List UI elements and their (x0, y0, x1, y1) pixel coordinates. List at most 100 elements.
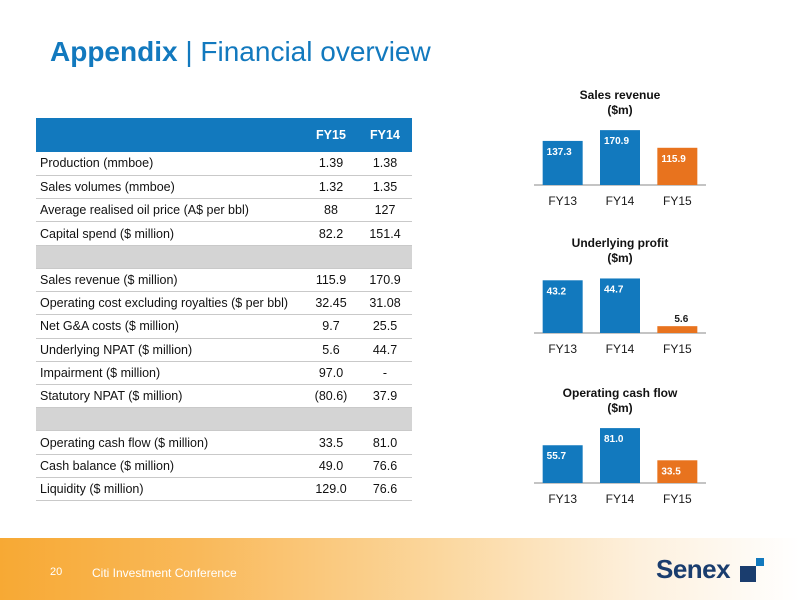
data-label-fy14: 170.9 (604, 136, 629, 147)
value-fy15: 49.0 (304, 454, 358, 479)
table-section-divider (36, 407, 412, 432)
data-label-fy14: 44.7 (604, 284, 624, 295)
tick-label-fy13: FY13 (548, 194, 577, 208)
row-label: Liquidity ($ million) (36, 477, 304, 502)
bar-fy14 (600, 428, 640, 483)
chart-title-line2: ($m) (607, 251, 633, 265)
chart-title-line2: ($m) (607, 401, 633, 415)
table-row-cash-balance: Cash balance ($ million) 49.0 76.6 (36, 454, 412, 479)
table-body: Production (mmboe) 1.39 1.38 Sales volumes … (36, 152, 412, 502)
chart-title: Sales revenue ($m) (530, 88, 710, 118)
tick-label-fy13: FY13 (548, 342, 577, 356)
table-row-impairment: Impairment ($ million) 97.0- (36, 361, 412, 386)
value-fy15: (80.6) (304, 384, 358, 409)
value-fy15: 129.0 (304, 477, 358, 502)
row-label: Operating cost excluding royalties ($ pe… (36, 291, 304, 316)
table-row-production: Production (mmboe) 1.39 1.38 (36, 152, 412, 176)
data-label-fy13: 55.7 (547, 451, 567, 462)
title-bold: Appendix (50, 36, 178, 67)
value-fy15: 33.5 (304, 430, 358, 455)
tick-label-fy14: FY14 (606, 342, 635, 356)
table-row-avg-oil-price: Average realised oil price (A$ per bbl) 8… (36, 198, 412, 223)
value-fy15: 97.0 (304, 361, 358, 386)
value-fy15: 32.45 (304, 291, 358, 316)
footer-band (0, 538, 800, 600)
chart-title-line1: Operating cash flow (562, 386, 678, 400)
bar-fy15 (657, 147, 698, 185)
bar-fy13 (542, 140, 583, 185)
table-header-blank (36, 118, 304, 152)
tick-label-fy15: FY15 (663, 194, 692, 208)
table-row-sales-revenue: Sales revenue ($ million) 115.9 170.9 (36, 268, 412, 292)
value-fy14: 76.6 (358, 454, 412, 479)
table-row-underlying-npat: Underlying NPAT ($ million) 5.6 44.7 (36, 338, 412, 362)
senex-logo: Senex (656, 554, 731, 584)
chart-title-line1: Underlying profit (571, 236, 669, 250)
value-fy14: 76.6 (358, 477, 412, 502)
value-fy15: 88 (304, 198, 358, 223)
table-row-sales-volumes: Sales volumes (mmboe) 1.32 1.35 (36, 175, 412, 200)
value-fy14: 44.7 (358, 338, 412, 362)
value-fy14: 151.4 (358, 221, 412, 246)
value-fy14: 37.9 (358, 384, 412, 409)
data-label-fy15: 115.9 (661, 154, 686, 165)
value-fy14: 25.5 (358, 314, 412, 339)
bar-fy15 (657, 460, 698, 483)
value-fy14: - (358, 361, 412, 386)
data-label-fy13: 43.2 (547, 286, 567, 297)
chart-title: Underlying profit ($m) (530, 236, 710, 266)
row-label: Net G&A costs ($ million) (36, 314, 304, 339)
value-fy15: 9.7 (304, 314, 358, 339)
tick-label-fy14: FY14 (606, 194, 635, 208)
operating-cash-flow-chart: Operating cash flow ($m) 55.7 FY13 81.0 FY14 3… (530, 386, 710, 516)
value-fy15: 1.39 (304, 152, 358, 176)
row-label: Cash balance ($ million) (36, 454, 304, 479)
row-label: Capital spend ($ million) (36, 221, 304, 246)
table-row-net-ga-costs: Net G&A costs ($ million) 9.7 25.5 (36, 314, 412, 339)
data-label-fy14: 81.0 (604, 434, 624, 445)
data-label-fy15: 5.6 (674, 314, 688, 325)
bar-chart-svg: 55.7 FY13 81.0 FY14 33.5 FY15 (534, 428, 706, 506)
value-fy14: 1.35 (358, 175, 412, 200)
underlying-profit-chart: Underlying profit ($m) 43.2 FY13 44.7 FY14 5.6… (530, 236, 710, 366)
table-header-row: FY15 FY14 (36, 118, 412, 152)
divider-cell (36, 245, 412, 269)
table-row-statutory-npat: Statutory NPAT ($ million) (80.6) 37.9 (36, 384, 412, 409)
financial-table: FY15 FY14 Production (mmboe) 1.39 1.38 Sale… (36, 118, 412, 502)
bar-fy15 (657, 326, 698, 333)
table-row-liquidity: Liquidity ($ million) 129.0 76.6 (36, 477, 412, 502)
value-fy15: 5.6 (304, 338, 358, 362)
senex-logo-icon (740, 558, 764, 582)
column-header-fy14: FY14 (358, 118, 412, 152)
chart-title-line1: Sales revenue (579, 88, 661, 102)
tick-label-fy15: FY15 (663, 342, 692, 356)
column-header-fy15: FY15 (304, 118, 358, 152)
page-title: Appendix | Financial overview (50, 36, 431, 68)
bar-fy13 (542, 280, 583, 333)
chart-title-line2: ($m) (607, 103, 633, 117)
tick-label-fy14: FY14 (606, 492, 635, 506)
value-fy14: 1.38 (358, 152, 412, 176)
value-fy15: 1.32 (304, 175, 358, 200)
row-label: Production (mmboe) (36, 152, 304, 176)
divider-cell (36, 407, 412, 432)
bar-fy14 (600, 278, 640, 333)
bar-chart-svg: 137.3 FY13 170.9 FY14 115.9 FY15 (534, 130, 706, 208)
row-label: Underlying NPAT ($ million) (36, 338, 304, 362)
value-fy15: 82.2 (304, 221, 358, 246)
table-section-divider (36, 245, 412, 269)
table-row-operating-cash-flow: Operating cash flow ($ million) 33.5 81.0 (36, 430, 412, 455)
row-label: Sales volumes (mmboe) (36, 175, 304, 200)
bar-fy14 (600, 130, 640, 185)
title-rest: Financial overview (200, 36, 431, 67)
row-label: Statutory NPAT ($ million) (36, 384, 304, 409)
table-row-operating-cost: Operating cost excluding royalties ($ pe… (36, 291, 412, 316)
table-row-capital-spend: Capital spend ($ million) 82.2 151.4 (36, 221, 412, 246)
conference-name: Citi Investment Conference (92, 566, 237, 580)
data-label-fy15: 33.5 (661, 466, 681, 477)
bar-chart-svg: 43.2 FY13 44.7 FY14 5.6 FY15 (534, 278, 706, 356)
title-separator: | (185, 36, 193, 67)
row-label: Impairment ($ million) (36, 361, 304, 386)
page-number: 20 (50, 566, 63, 578)
chart-title: Operating cash flow ($m) (530, 386, 710, 416)
